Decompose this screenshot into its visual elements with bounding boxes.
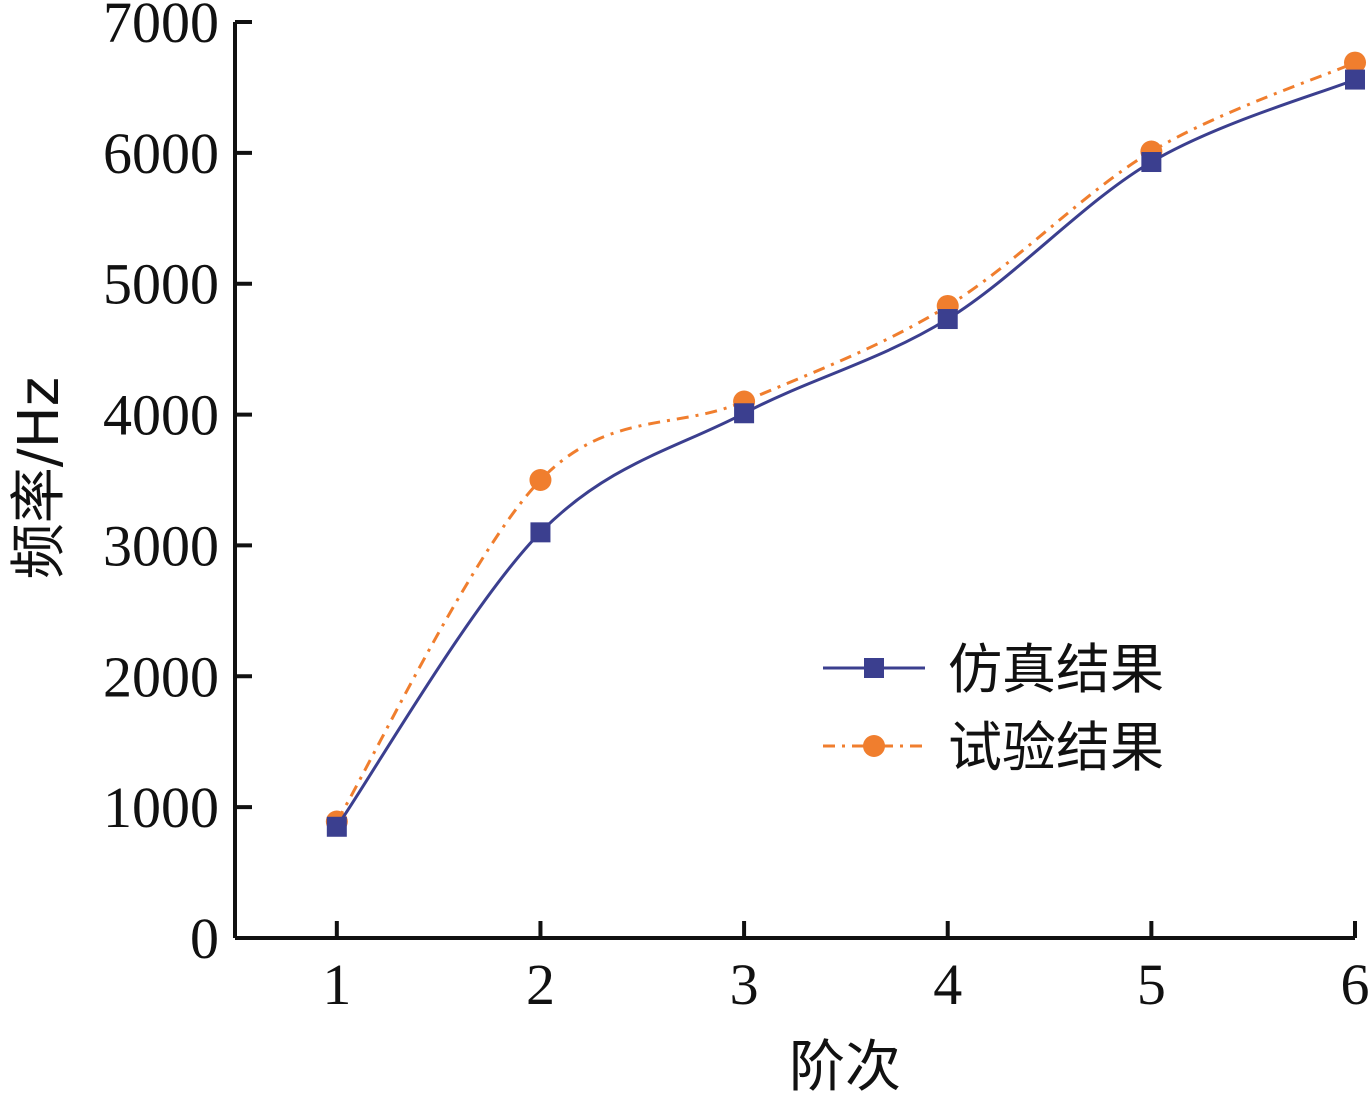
legend-item-2: 试验结果 <box>823 716 1164 779</box>
series-2-line <box>335 61 1356 823</box>
x-tick-label: 1 <box>322 952 351 1017</box>
legend-marker <box>863 735 885 757</box>
legend-label: 试验结果 <box>948 716 1164 779</box>
series-1-point <box>326 816 347 837</box>
x-tick-label: 3 <box>730 952 759 1017</box>
y-tick-label: 1000 <box>103 775 219 840</box>
series-1-point <box>1141 152 1162 173</box>
y-tick-label: 0 <box>190 906 219 971</box>
series-1-point <box>937 309 958 330</box>
legend-item-1: 仿真结果 <box>823 638 1164 701</box>
series-1-point <box>1345 69 1365 90</box>
y-tick-label: 6000 <box>103 121 219 186</box>
axes: 0 1000 2000 3000 4000 5000 6000 7000 1 2 3 4 5 6 <box>103 0 1370 1017</box>
x-tick-label: 2 <box>526 952 555 1017</box>
x-axis-title: 阶次 <box>789 1035 901 1096</box>
legend-label: 仿真结果 <box>948 638 1164 701</box>
series-1-line <box>335 78 1356 828</box>
series-1-point <box>734 403 755 424</box>
y-tick-label: 2000 <box>103 644 219 709</box>
series-2 <box>325 51 1366 833</box>
legend-marker <box>864 658 884 678</box>
x-tick-label: 5 <box>1137 952 1166 1017</box>
y-tick-label: 4000 <box>103 383 219 448</box>
y-tick-label: 5000 <box>103 252 219 317</box>
y-axis-title: 频率/Hz <box>7 377 72 579</box>
series-2-point <box>1344 51 1366 74</box>
x-tick-label: 4 <box>933 952 962 1017</box>
series-2-point <box>529 469 552 491</box>
y-tick-label: 3000 <box>103 513 219 578</box>
series-1-point <box>530 522 551 543</box>
series-layer <box>325 51 1366 837</box>
series-1 <box>326 69 1365 837</box>
y-tick-label: 7000 <box>103 0 219 55</box>
x-tick-label: 6 <box>1341 952 1370 1017</box>
